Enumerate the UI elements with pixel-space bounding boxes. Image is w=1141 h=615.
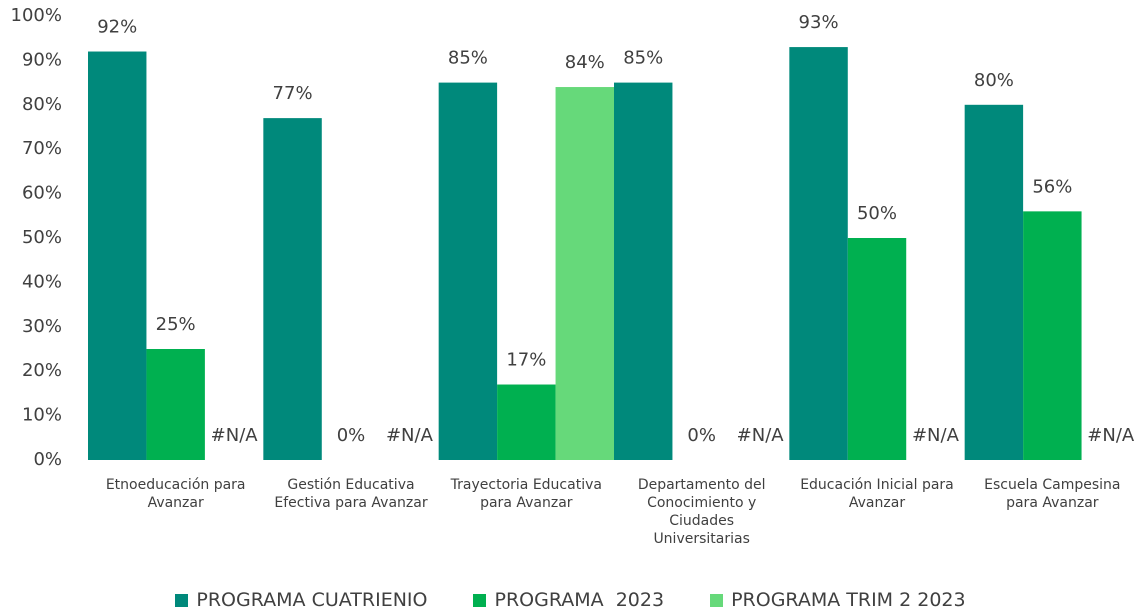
y-tick-label: 10% [22, 405, 62, 426]
bar [1023, 211, 1082, 460]
y-tick-label: 80% [22, 94, 62, 115]
legend-item: PROGRAMA 2023 [473, 589, 664, 611]
legend-swatch [175, 593, 189, 607]
data-label: 85% [448, 48, 488, 69]
data-label: 80% [974, 70, 1014, 91]
legend-label: PROGRAMA 2023 [494, 589, 665, 611]
x-tick-label: Departamento del Conocimiento y Ciudades… [637, 477, 766, 547]
bar [614, 82, 673, 460]
data-label: #N/A [737, 425, 785, 446]
x-tick-label: Educación Inicial para Avanzar [800, 477, 954, 511]
data-label: 92% [97, 17, 137, 38]
bar [438, 82, 498, 460]
y-tick-label: 30% [22, 316, 62, 337]
x-tick-label: Trayectoria Educativa para Avanzar [450, 477, 602, 511]
data-label: #N/A [211, 425, 259, 446]
legend-label: PROGRAMA TRIM 2 2023 [731, 589, 966, 611]
bar [263, 118, 322, 461]
data-label: 93% [799, 12, 839, 33]
legend-swatch [710, 593, 724, 607]
bar [964, 104, 1024, 461]
legend-item: PROGRAMA TRIM 2 2023 [710, 589, 966, 611]
data-label: 84% [565, 52, 605, 73]
y-tick-label: 60% [22, 183, 62, 204]
legend-swatch [473, 593, 487, 607]
data-label: 0% [687, 425, 716, 446]
y-tick-label: 70% [22, 138, 62, 159]
y-tick-label: 40% [22, 271, 62, 292]
legend-label: PROGRAMA CUATRIENIO [196, 589, 428, 611]
data-label: 50% [857, 203, 897, 224]
y-tick-label: 20% [22, 360, 62, 381]
legend-item: PROGRAMA CUATRIENIO [175, 589, 427, 611]
data-label: #N/A [912, 425, 960, 446]
x-tick-label: Gestión Educativa Efectiva para Avanzar [274, 477, 428, 511]
bar [88, 51, 147, 461]
bar [555, 87, 614, 460]
y-tick-label: 50% [22, 227, 62, 248]
bar [146, 349, 205, 460]
x-tick-label: Escuela Campesina para Avanzar [984, 477, 1121, 511]
data-label: #N/A [386, 425, 434, 446]
y-tick-label: 90% [22, 49, 62, 70]
data-label: 0% [337, 425, 366, 446]
plot: 0% 10% 20% 30% 40% 50% 60% 70% 80% 90% 100% 92% 25% #… [11, 5, 1135, 470]
data-label: 17% [506, 350, 546, 371]
bar [847, 238, 907, 460]
y-tick-label: 0% [33, 449, 62, 470]
x-tick-label: Etnoeducación para Avanzar [105, 477, 246, 511]
data-label: #N/A [1087, 425, 1135, 446]
bar [789, 47, 848, 461]
data-label: 77% [273, 83, 313, 104]
data-label: 25% [156, 314, 196, 335]
data-label: 56% [1032, 176, 1072, 197]
bar [497, 384, 556, 460]
data-label: 85% [623, 48, 663, 69]
y-tick-label: 100% [11, 5, 62, 26]
legend: PROGRAMA CUATRIENIO PROGRAMA 2023 PROGRAMA… [0, 589, 1141, 611]
